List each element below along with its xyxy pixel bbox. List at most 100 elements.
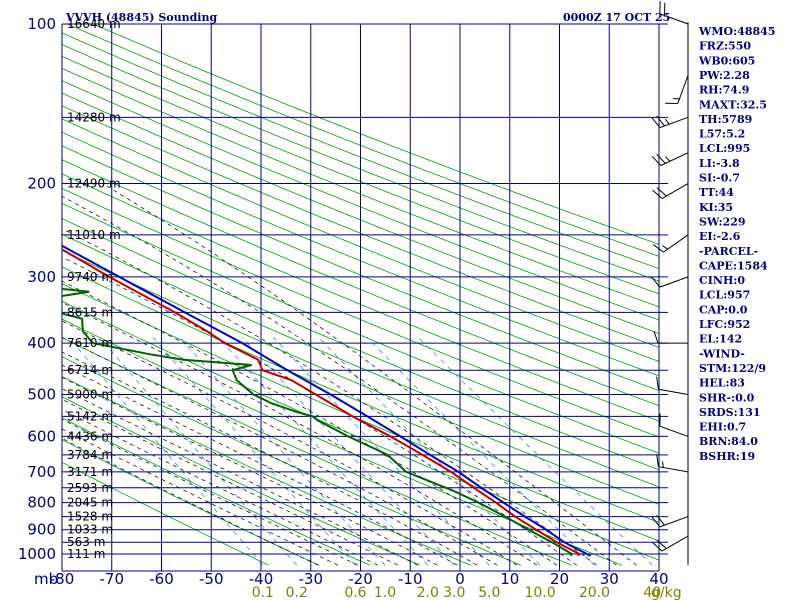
moist-adiabat	[62, 195, 617, 566]
pressure-temperature-grid	[61, 23, 668, 572]
index-line: EL:142	[699, 333, 742, 346]
temperature-tick-label: -70	[100, 570, 125, 588]
temperature-tick-label: -10	[398, 570, 423, 588]
dry-adiabat	[62, 173, 659, 422]
mixing-ratio-label: 40	[643, 585, 661, 600]
temperature-tick-label: -20	[348, 570, 373, 588]
pressure-tick-label: 100	[27, 15, 56, 33]
pressure-tick-label: 500	[27, 385, 56, 403]
index-line: WB0:605	[698, 54, 755, 67]
pressure-tick-label: 600	[27, 427, 56, 445]
mixing-ratio-label: 10.0	[524, 585, 555, 600]
wind-barb-flag	[653, 330, 659, 344]
dewpoint-curve	[62, 287, 574, 557]
index-line: BRN:84.0	[699, 435, 758, 448]
height-label: 6714 m	[67, 363, 113, 377]
mixing-ratio-line	[152, 337, 356, 566]
index-line: FRZ:550	[699, 40, 751, 53]
moist-adiabat	[62, 437, 319, 566]
pressure-tick-label: 1000	[18, 545, 56, 563]
temperature-tick-label: -60	[149, 570, 174, 588]
parcel-curve	[62, 244, 592, 557]
mixing-ratio-line	[273, 337, 490, 566]
mixing-ratio-label: 3.0	[443, 585, 465, 600]
wind-barb-half-flag	[662, 245, 668, 250]
moist-adiabat	[62, 409, 378, 566]
height-label: 5900 m	[67, 387, 113, 401]
index-line: CINH:0	[699, 274, 745, 287]
mixing-ratio-line	[99, 337, 298, 566]
moist-adiabat	[62, 351, 478, 566]
dry-adiabat	[62, 300, 659, 561]
height-label: 5142 m	[67, 409, 113, 423]
index-line: SI:-0.7	[699, 172, 740, 185]
mixing-ratio-unit-label: g/kg	[651, 585, 682, 600]
wind-barb-flag	[656, 539, 667, 549]
dry-adiabat	[62, 145, 659, 392]
dry-adiabat	[92, 24, 659, 245]
wind-barb-flag	[656, 187, 667, 197]
moist-adiabat	[62, 388, 418, 566]
wind-barb-shaft	[659, 13, 689, 25]
temperature-tick-label: 0	[455, 570, 465, 588]
dry-adiabat	[62, 375, 471, 566]
wind-barb-shaft	[658, 388, 689, 395]
mixing-ratio-label: 5.0	[478, 585, 500, 600]
dry-adiabat	[67, 24, 659, 257]
dry-adiabat	[62, 131, 659, 377]
index-line: PW:2.28	[699, 69, 750, 82]
dry-adiabat	[62, 118, 659, 362]
dry-adiabat	[62, 283, 659, 542]
wind-barb-flag	[656, 454, 659, 467]
mixing-ratio-label: 0.6	[344, 585, 366, 600]
pressure-tick-label: 800	[27, 494, 56, 512]
wind-barb-flag	[656, 514, 665, 526]
wind-barb	[652, 234, 689, 253]
height-label: 2593 m	[67, 481, 113, 495]
index-line: WMO:48845	[698, 25, 775, 38]
pressure-tick-label: 200	[27, 175, 56, 193]
wind-barb	[651, 152, 689, 166]
dry-adiabat	[62, 187, 659, 438]
background-lines	[62, 24, 659, 566]
index-line: -WIND-	[699, 347, 745, 360]
wind-barb	[651, 276, 689, 288]
temperature-tick-label: -50	[199, 570, 224, 588]
mixing-ratio-line	[318, 337, 541, 566]
wind-barb-flag	[651, 276, 661, 288]
temperature-tick-label: -30	[299, 570, 324, 588]
wind-barb	[659, 1, 689, 25]
index-line: EHI:0.7	[699, 421, 746, 434]
moist-adiabat	[62, 418, 359, 566]
dry-adiabat	[62, 337, 572, 566]
dry-adiabat	[62, 159, 659, 407]
index-line: CAP:0.0	[699, 303, 748, 316]
wind-barb-flag	[651, 117, 661, 128]
dry-adiabat	[62, 266, 659, 523]
index-line: CAPE:1584	[699, 259, 768, 272]
height-label: 4436 m	[67, 429, 113, 443]
dry-adiabat	[62, 461, 269, 566]
index-line: MAXT:32.5	[699, 98, 767, 111]
wind-barb	[659, 413, 689, 437]
index-line: STM:122/9	[699, 362, 766, 375]
mixing-ratio-label: 2.0	[417, 585, 439, 600]
wind-barb	[652, 535, 689, 552]
pressure-tick-label: 900	[27, 521, 56, 539]
pressure-tick-label: 400	[27, 334, 56, 352]
moist-adiabat	[62, 336, 498, 566]
temperature-tick-label: -80	[50, 570, 75, 588]
dry-adiabat	[62, 318, 623, 566]
index-line: LI:-3.8	[699, 157, 740, 170]
dry-adiabat	[62, 67, 659, 308]
dry-adiabat	[62, 233, 659, 488]
wind-barb	[656, 454, 689, 473]
chart-title: VVVH (48845) Sounding	[65, 11, 217, 24]
wind-barb-shaft	[659, 516, 689, 528]
pressure-tick-label: 300	[27, 268, 56, 286]
dry-adiabat	[62, 439, 320, 566]
